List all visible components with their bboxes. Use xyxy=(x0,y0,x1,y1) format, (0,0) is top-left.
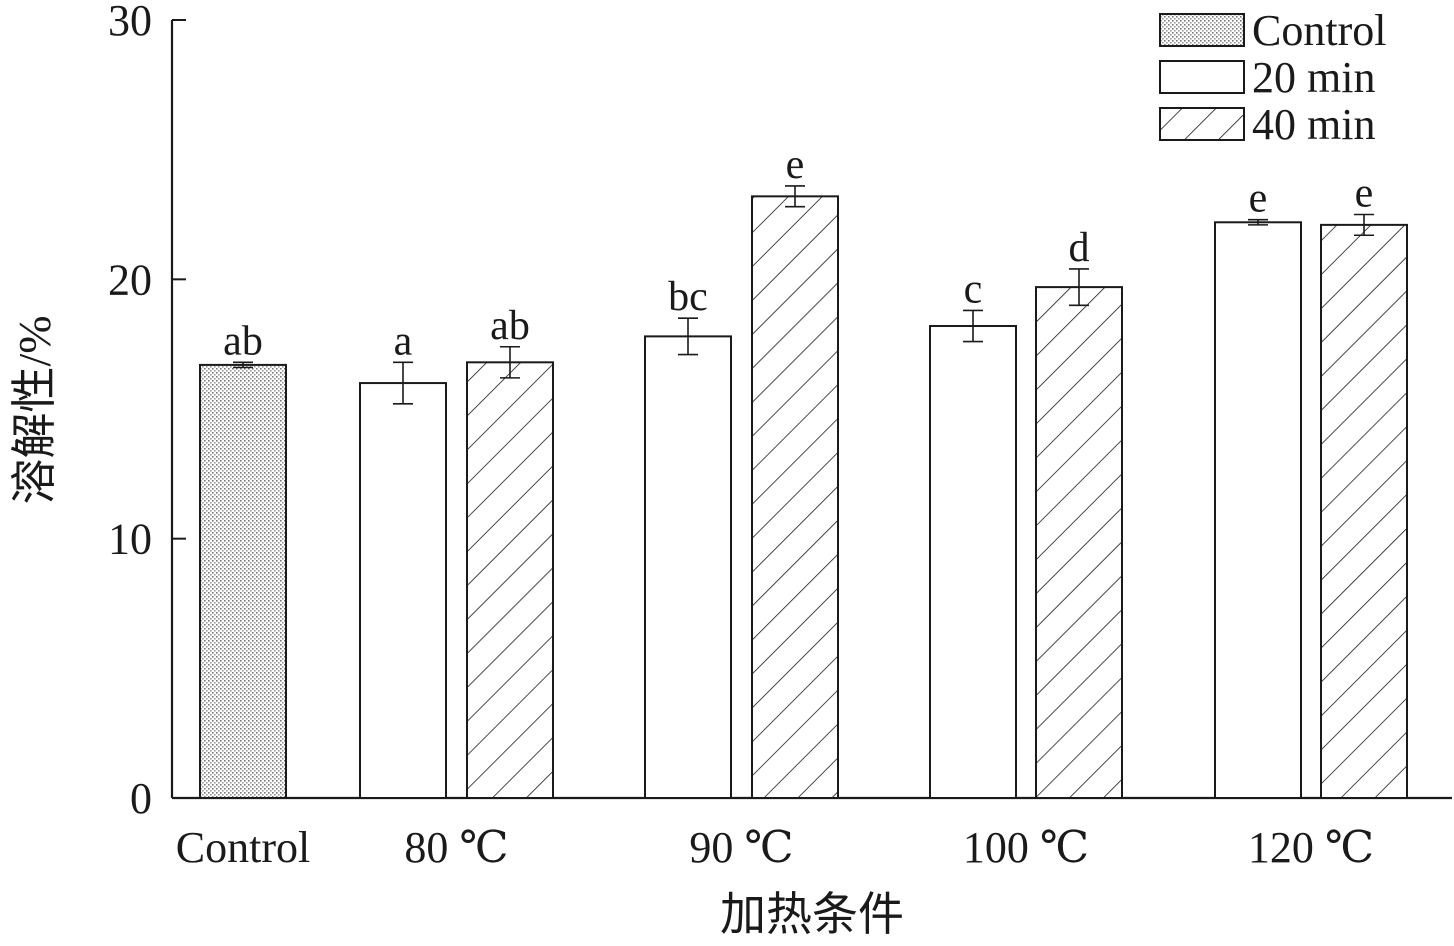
legend-label: 20 min xyxy=(1252,53,1375,102)
significance-label: ab xyxy=(223,318,263,364)
error-bar xyxy=(393,361,413,405)
significance-label: e xyxy=(1355,171,1374,217)
y-tick-label: 0 xyxy=(130,774,152,823)
bar xyxy=(929,325,1017,799)
significance-label: e xyxy=(1249,176,1268,222)
legend-swatch xyxy=(1159,60,1245,94)
significance-label: bc xyxy=(668,274,708,320)
error-bar xyxy=(233,361,253,369)
y-axis-title: 溶解性/% xyxy=(9,315,60,504)
legend-swatch xyxy=(1159,107,1245,141)
x-tick-label: 90 ℃ xyxy=(689,823,793,872)
bar xyxy=(1320,223,1408,799)
y-tick-label: 30 xyxy=(108,0,152,45)
error-bar xyxy=(678,317,698,356)
bar xyxy=(1035,286,1123,799)
significance-label: e xyxy=(786,142,805,188)
significance-label: d xyxy=(1069,225,1090,271)
bar xyxy=(199,363,287,799)
error-bar xyxy=(1248,218,1268,226)
error-bar xyxy=(1354,213,1374,237)
error-bar xyxy=(963,309,983,343)
x-tick-label: 100 ℃ xyxy=(963,823,1089,872)
error-bars-layer xyxy=(233,185,1374,405)
x-tick-labels: Control 80 ℃ 90 ℃ 100 ℃ 120 ℃ xyxy=(176,823,1374,872)
legend-swatch xyxy=(1159,13,1245,47)
significance-labels-layer: ab a ab bc e c d e e xyxy=(223,142,1373,364)
error-bar xyxy=(1069,268,1089,307)
bar xyxy=(466,361,554,799)
error-bar xyxy=(785,185,805,208)
bar xyxy=(1214,221,1302,799)
legend-label: Control xyxy=(1252,6,1386,55)
significance-label: a xyxy=(394,318,413,364)
significance-label: c xyxy=(964,266,983,312)
x-tick-label: 120 ℃ xyxy=(1248,823,1374,872)
y-tick-label: 10 xyxy=(108,515,152,564)
x-axis-title: 加热条件 xyxy=(720,889,904,940)
y-tick-label: 20 xyxy=(108,255,152,304)
significance-label: ab xyxy=(490,303,530,349)
bar xyxy=(751,195,839,799)
error-bar xyxy=(500,345,520,379)
bar xyxy=(644,335,732,799)
bars-layer xyxy=(199,195,1408,799)
x-tick-label: Control xyxy=(176,823,310,872)
bar xyxy=(359,382,447,799)
x-tick-label: 80 ℃ xyxy=(404,823,508,872)
legend-label: 40 min xyxy=(1252,100,1375,149)
